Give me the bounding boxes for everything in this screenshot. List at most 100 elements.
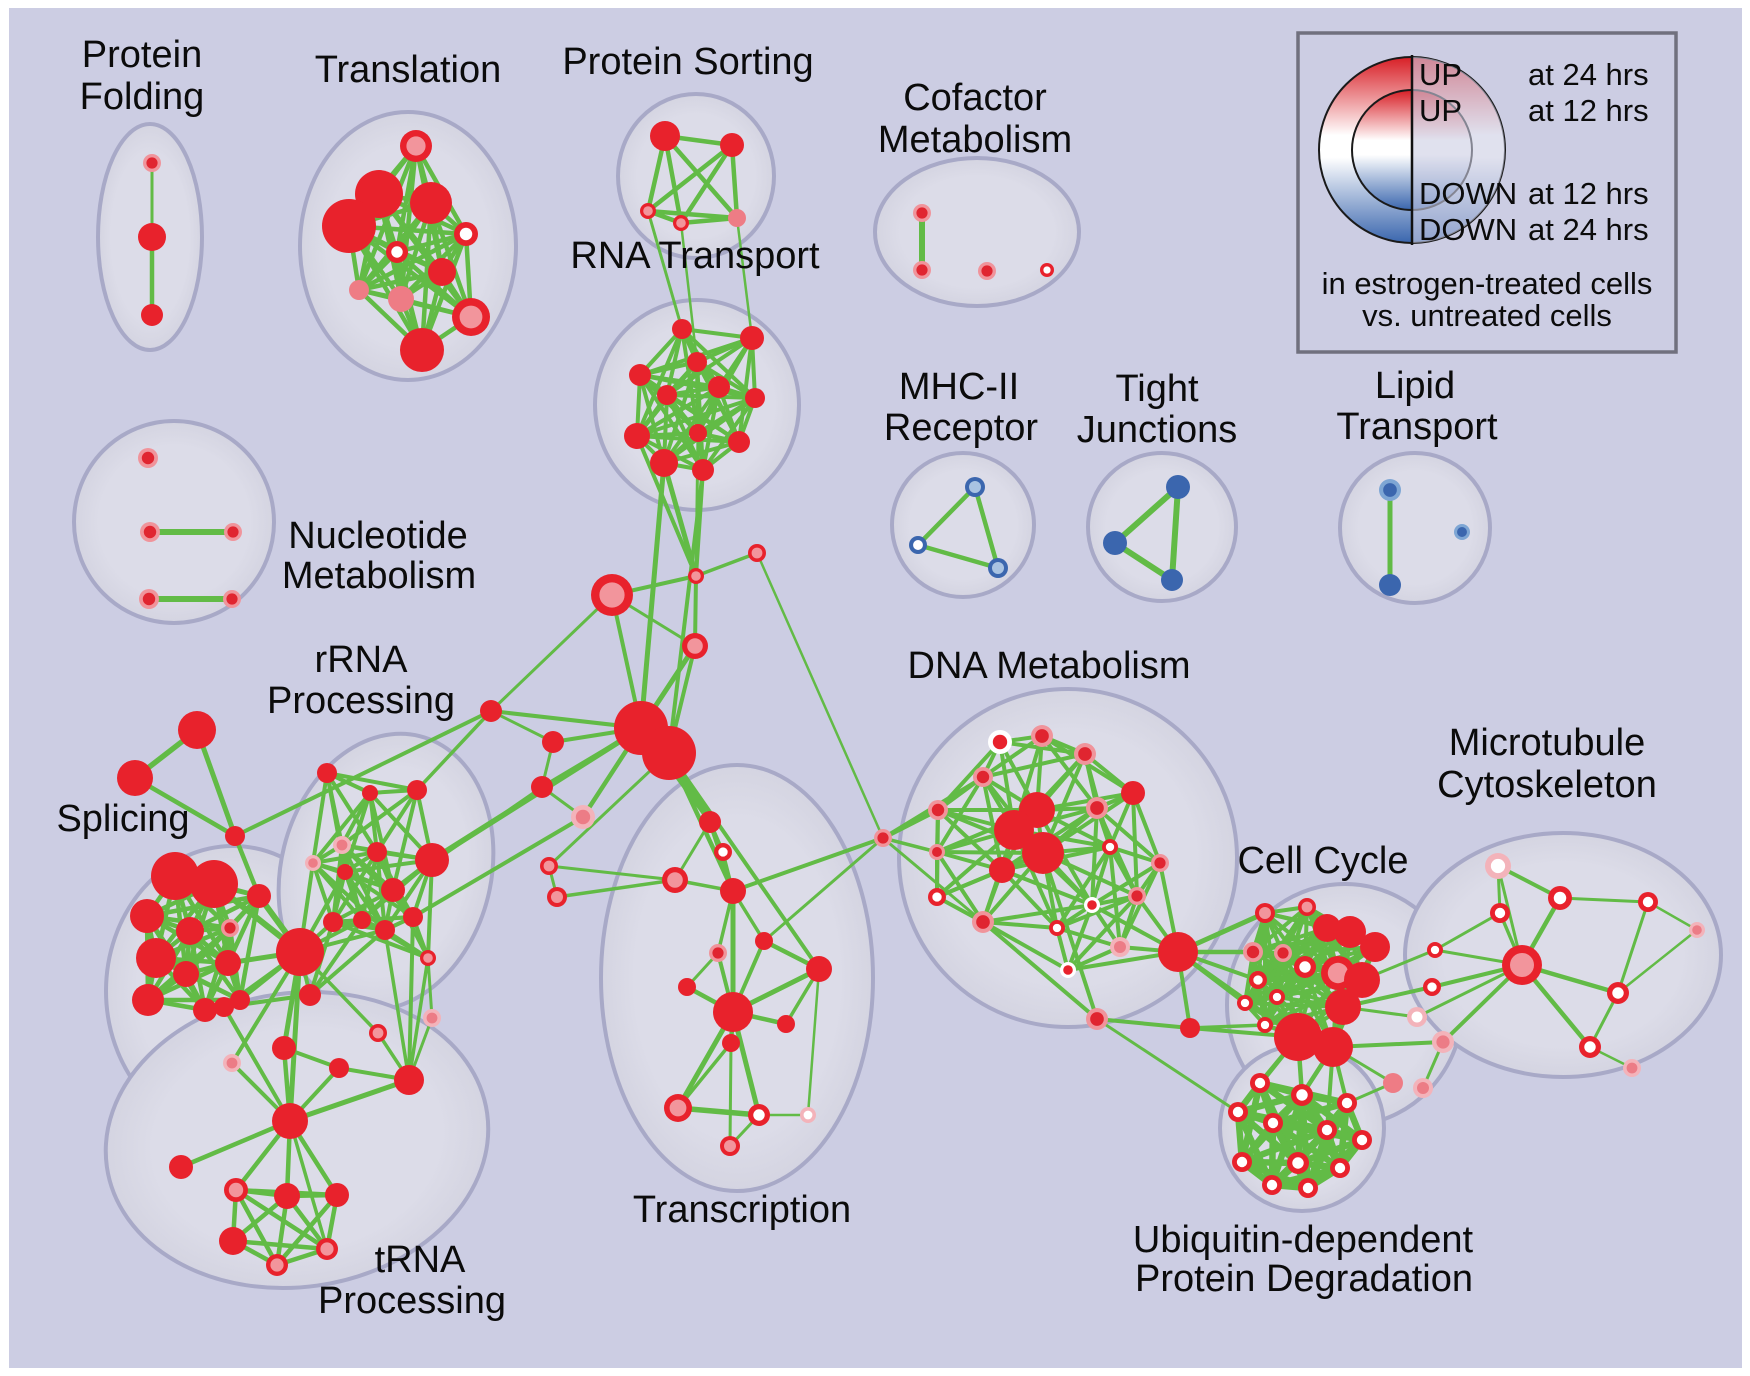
node-hx0[interactable]	[480, 700, 502, 722]
node-hx3[interactable]	[682, 633, 708, 659]
node-cc11[interactable]	[1249, 971, 1267, 989]
node-ub11[interactable]	[1262, 1175, 1282, 1195]
node-rt1[interactable]	[672, 319, 692, 339]
node-tl8[interactable]	[349, 280, 369, 300]
node-tn5[interactable]	[224, 1178, 248, 1202]
node-lt1[interactable]	[1379, 479, 1401, 501]
node-hx2[interactable]	[591, 574, 633, 616]
node-tc7[interactable]	[755, 932, 773, 950]
node-tl3[interactable]	[410, 182, 452, 224]
node-dm7[interactable]	[1086, 797, 1108, 819]
node-rr2[interactable]	[362, 785, 378, 801]
node-hx6[interactable]	[571, 805, 595, 829]
node-st1[interactable]	[178, 711, 216, 749]
node-rr10[interactable]	[323, 912, 343, 932]
node-dm9[interactable]	[994, 810, 1034, 850]
node-rt5[interactable]	[657, 385, 677, 405]
node-dm18[interactable]	[1128, 887, 1146, 905]
node-tj2[interactable]	[1103, 531, 1127, 555]
node-nm5[interactable]	[223, 590, 241, 608]
node-ub10[interactable]	[1330, 1158, 1350, 1178]
node-cc10[interactable]	[1344, 962, 1380, 998]
node-dm5[interactable]	[1121, 781, 1145, 805]
node-mh3[interactable]	[988, 558, 1008, 578]
node-rt7[interactable]	[745, 388, 765, 408]
node-rt9[interactable]	[689, 424, 707, 442]
node-ub3[interactable]	[1337, 1093, 1357, 1113]
node-tc4[interactable]	[547, 887, 567, 907]
node-tc2[interactable]	[714, 843, 732, 861]
node-tj3[interactable]	[1161, 569, 1183, 591]
node-pf2[interactable]	[138, 223, 166, 251]
node-tl1[interactable]	[400, 130, 432, 162]
node-cc12[interactable]	[1269, 989, 1285, 1005]
node-cf4[interactable]	[1040, 263, 1054, 277]
node-rr16[interactable]	[214, 997, 234, 1017]
node-cc3[interactable]	[1313, 914, 1341, 942]
node-tc13[interactable]	[664, 1094, 692, 1122]
node-tl10[interactable]	[452, 298, 490, 336]
node-tn2[interactable]	[329, 1058, 349, 1078]
node-tc10[interactable]	[713, 992, 753, 1032]
node-tc9[interactable]	[678, 978, 696, 996]
node-rr15[interactable]	[299, 984, 321, 1006]
node-cc23[interactable]	[1413, 1078, 1433, 1098]
node-dm17[interactable]	[1049, 920, 1065, 936]
node-tc16[interactable]	[720, 1136, 740, 1156]
node-mc8[interactable]	[1638, 892, 1658, 912]
node-rr9[interactable]	[381, 878, 405, 902]
node-tn4[interactable]	[169, 1155, 193, 1179]
node-tl9[interactable]	[388, 286, 414, 312]
node-dm13[interactable]	[1102, 839, 1118, 855]
node-tc14[interactable]	[748, 1104, 770, 1126]
node-cc21[interactable]	[1432, 1031, 1454, 1053]
node-rr8[interactable]	[337, 864, 353, 880]
node-rr17[interactable]	[423, 1009, 441, 1027]
node-rr4[interactable]	[333, 836, 351, 854]
node-ub7[interactable]	[1352, 1130, 1372, 1150]
node-tc15[interactable]	[800, 1107, 816, 1123]
node-cc15[interactable]	[1325, 989, 1361, 1025]
node-ub6[interactable]	[1317, 1120, 1337, 1140]
node-cc1[interactable]	[1255, 903, 1275, 923]
node-mc9[interactable]	[1689, 922, 1705, 938]
node-mc3[interactable]	[1490, 903, 1510, 923]
node-rt10[interactable]	[728, 431, 750, 453]
node-cc7[interactable]	[1274, 944, 1292, 962]
node-mc10[interactable]	[1579, 1036, 1601, 1058]
node-cf1[interactable]	[913, 204, 931, 222]
node-dm23[interactable]	[1180, 1018, 1200, 1038]
node-dm3[interactable]	[1074, 743, 1096, 765]
node-dm11[interactable]	[929, 844, 945, 860]
node-cf2[interactable]	[913, 261, 931, 279]
node-rt4[interactable]	[687, 352, 707, 372]
node-tn8[interactable]	[219, 1227, 247, 1255]
node-hx5[interactable]	[531, 776, 553, 798]
node-hb2[interactable]	[642, 726, 696, 780]
node-rt3[interactable]	[629, 364, 651, 386]
node-hx7[interactable]	[540, 857, 558, 875]
node-tn7[interactable]	[325, 1183, 349, 1207]
node-pf3[interactable]	[141, 304, 163, 326]
node-ps5[interactable]	[728, 209, 746, 227]
node-st3[interactable]	[225, 826, 245, 846]
node-sp8[interactable]	[173, 961, 199, 987]
node-cc19[interactable]	[1423, 978, 1441, 996]
node-rrh[interactable]	[276, 928, 324, 976]
node-dm21[interactable]	[1060, 962, 1076, 978]
node-ps3[interactable]	[640, 203, 656, 219]
node-rr5[interactable]	[305, 855, 321, 871]
node-dm10[interactable]	[1022, 832, 1064, 874]
node-rr6[interactable]	[367, 842, 387, 862]
node-rt11[interactable]	[650, 449, 678, 477]
node-mc1[interactable]	[1485, 853, 1511, 879]
node-tc11[interactable]	[777, 1015, 795, 1033]
node-hx4[interactable]	[542, 731, 564, 753]
node-tl7[interactable]	[428, 258, 456, 286]
node-tn1[interactable]	[272, 1036, 296, 1060]
node-rr12[interactable]	[375, 920, 395, 940]
node-dm19[interactable]	[1110, 937, 1130, 957]
node-tl4[interactable]	[322, 199, 376, 253]
node-tc5[interactable]	[720, 878, 746, 904]
node-mc11[interactable]	[1623, 1059, 1641, 1077]
